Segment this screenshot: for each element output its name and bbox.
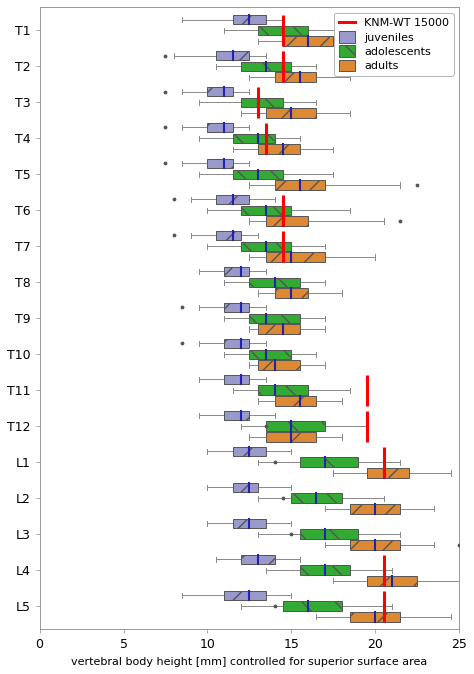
Bar [258, 361, 300, 369]
Bar [241, 241, 292, 251]
Bar [258, 324, 300, 334]
Bar [350, 612, 401, 621]
Bar [233, 15, 266, 24]
Bar [266, 252, 325, 262]
Bar [208, 87, 233, 96]
Bar [233, 518, 266, 528]
Bar [266, 109, 317, 118]
Bar [241, 555, 274, 564]
Bar [224, 339, 249, 348]
Bar [300, 530, 358, 539]
Bar [216, 51, 249, 60]
Bar [233, 483, 258, 492]
Bar [208, 123, 233, 132]
Bar [249, 350, 292, 359]
Bar [367, 576, 417, 586]
Bar [224, 590, 266, 600]
Bar [224, 375, 249, 384]
Bar [266, 421, 325, 431]
Bar [216, 231, 241, 240]
Bar [258, 26, 308, 35]
Bar [300, 565, 350, 575]
Bar [283, 601, 342, 611]
Bar [208, 159, 233, 168]
Bar [241, 61, 292, 71]
Bar [292, 493, 342, 503]
Bar [274, 288, 308, 298]
Bar [266, 432, 317, 441]
Bar [241, 98, 283, 107]
Bar [224, 303, 249, 312]
Bar [233, 170, 283, 179]
Bar [258, 144, 300, 154]
Bar [249, 278, 300, 287]
Bar [350, 541, 401, 549]
Bar [274, 396, 317, 406]
Bar [224, 410, 249, 420]
Bar [350, 504, 401, 514]
Bar [233, 133, 274, 143]
Legend: KNM-WT 15000, juveniles, adolescents, adults: KNM-WT 15000, juveniles, adolescents, ad… [334, 13, 454, 75]
Bar [274, 72, 317, 82]
Bar [367, 468, 409, 478]
Bar [216, 195, 249, 204]
Bar [233, 447, 266, 456]
Bar [258, 386, 308, 395]
Bar [274, 181, 325, 190]
Bar [224, 267, 249, 276]
X-axis label: vertebral body height [mm] controlled for superior surface area: vertebral body height [mm] controlled fo… [71, 657, 428, 667]
Bar [249, 313, 300, 323]
Bar [266, 216, 308, 226]
Bar [283, 36, 333, 46]
Bar [241, 206, 292, 215]
Bar [300, 458, 358, 467]
